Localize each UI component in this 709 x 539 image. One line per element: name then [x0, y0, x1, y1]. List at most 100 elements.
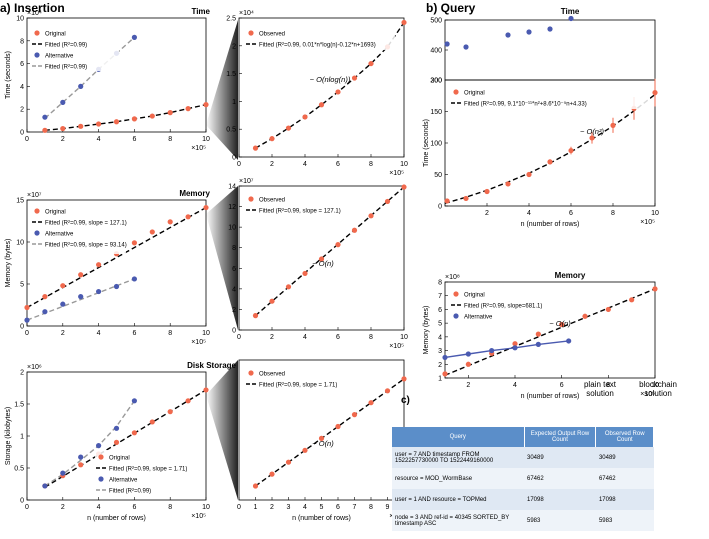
- y-tick-label: 1: [438, 376, 442, 383]
- data-point: [131, 34, 137, 40]
- cell-query: user = 1 AND resource = TOPMed: [392, 489, 524, 510]
- x-tick-label: 6: [569, 210, 573, 217]
- y-tick-label: 0.5: [226, 127, 236, 134]
- legend-label: Original: [464, 293, 485, 299]
- x-tick-label: 6: [336, 161, 340, 168]
- legend-label: Original: [45, 210, 66, 216]
- x-axis-label: n (number of rows): [521, 221, 580, 228]
- zoom-wedge-memory: [206, 186, 238, 330]
- legend-marker: [98, 454, 104, 460]
- y-tick-label: 8: [20, 38, 24, 45]
- x-tick-label: 2: [61, 330, 65, 337]
- x-tick-label: 10: [651, 210, 659, 217]
- data-point: [113, 283, 120, 290]
- x-tick-label: 0: [25, 330, 29, 337]
- y-tick-label: 3: [438, 348, 442, 355]
- data-point: [42, 483, 48, 489]
- data-point: [113, 425, 120, 431]
- data-point: [285, 459, 292, 465]
- data-point: [444, 41, 450, 47]
- cell-query: user = 7 AND timestamp FROM 152225773000…: [392, 447, 524, 468]
- data-point: [652, 90, 658, 96]
- legend-label: Fitted (R²=0.99, slope=681.1): [464, 304, 542, 310]
- y-tick-label: 0: [20, 130, 24, 137]
- legend-box: [245, 366, 355, 388]
- x-tick-label: 8: [611, 210, 615, 217]
- y-axis-label: Memory (bytes): [5, 239, 12, 288]
- data-point: [512, 345, 518, 351]
- y-tick-label: 300: [430, 78, 442, 85]
- data-point: [629, 297, 635, 303]
- x-tick-label: 10: [400, 334, 408, 341]
- legend-marker: [34, 30, 40, 36]
- legend-label: Original: [109, 456, 130, 462]
- data-point: [24, 317, 30, 323]
- panel-title: Memory: [555, 271, 586, 280]
- legend-box: [31, 26, 119, 71]
- x-tick-label: 8: [369, 161, 373, 168]
- legend-box: [245, 26, 395, 50]
- data-point: [652, 286, 658, 292]
- table-header-blockchain-label: blockchain solution: [639, 380, 677, 398]
- data-point: [60, 301, 66, 307]
- panel-title: Time: [561, 7, 580, 16]
- y-tick-label: 1.5: [226, 71, 236, 78]
- x-tick-label: 9: [386, 504, 390, 511]
- data-point: [131, 116, 137, 122]
- x-tick-label: 2: [61, 136, 65, 143]
- data-point: [547, 26, 553, 32]
- cell-observed: 67462: [595, 468, 654, 489]
- legend-box: [95, 450, 205, 495]
- y-tick-label: 4: [438, 334, 442, 341]
- data-point: [185, 214, 191, 220]
- x-exponent: ×10⁵: [640, 391, 655, 398]
- data-point: [269, 471, 275, 477]
- legend-marker: [98, 476, 104, 482]
- x-tick-label: 2: [466, 382, 470, 389]
- y-axis-label: Time (seconds): [5, 51, 12, 99]
- y-tick-label: 6: [438, 307, 442, 314]
- x-axis-label: n (number of rows): [292, 515, 351, 522]
- x-tick-label: 10: [202, 330, 210, 337]
- x-tick-label: 8: [168, 330, 172, 337]
- data-point: [42, 309, 48, 315]
- data-point: [384, 388, 391, 394]
- data-point: [131, 430, 137, 436]
- complexity-annotation: ~ O(n): [312, 259, 334, 268]
- data-point: [535, 341, 541, 347]
- data-point: [42, 114, 48, 120]
- data-point: [149, 113, 155, 119]
- legend-marker: [453, 313, 459, 319]
- data-point: [203, 204, 209, 211]
- data-point: [568, 15, 574, 22]
- cell-expected: 17098: [524, 489, 596, 510]
- data-point: [589, 135, 595, 141]
- cell-query: node = 3 AND ref-id = 40345 SORTED_BY ti…: [392, 510, 524, 531]
- data-point: [489, 347, 495, 354]
- legend-label: Fitted (R²=0.99): [45, 43, 87, 49]
- y-tick-label: 150: [430, 109, 442, 116]
- data-point: [318, 256, 325, 262]
- y-tick-label: 10: [16, 16, 24, 23]
- y-exponent: ×10⁸: [445, 274, 460, 281]
- fit-line: [255, 22, 405, 149]
- data-point: [60, 470, 66, 476]
- x-tick-label: 10: [400, 161, 408, 168]
- data-point: [131, 398, 137, 404]
- y-exponent: ×10⁶: [27, 364, 42, 371]
- fit-line: [44, 389, 207, 488]
- data-point: [526, 171, 532, 178]
- data-point: [401, 376, 407, 382]
- x-tick-label: 4: [97, 504, 101, 511]
- x-tick-label: 0: [237, 504, 241, 511]
- data-point: [335, 242, 341, 248]
- legend-label: Alternative: [109, 478, 138, 484]
- data-point: [203, 387, 209, 393]
- y-tick-label: 2: [20, 107, 24, 114]
- legend-label: Alternative: [45, 232, 74, 238]
- query-table: Query Expected Output Row Count Observed…: [392, 427, 654, 531]
- data-point: [442, 354, 448, 361]
- data-point: [149, 229, 155, 235]
- data-point: [535, 331, 541, 337]
